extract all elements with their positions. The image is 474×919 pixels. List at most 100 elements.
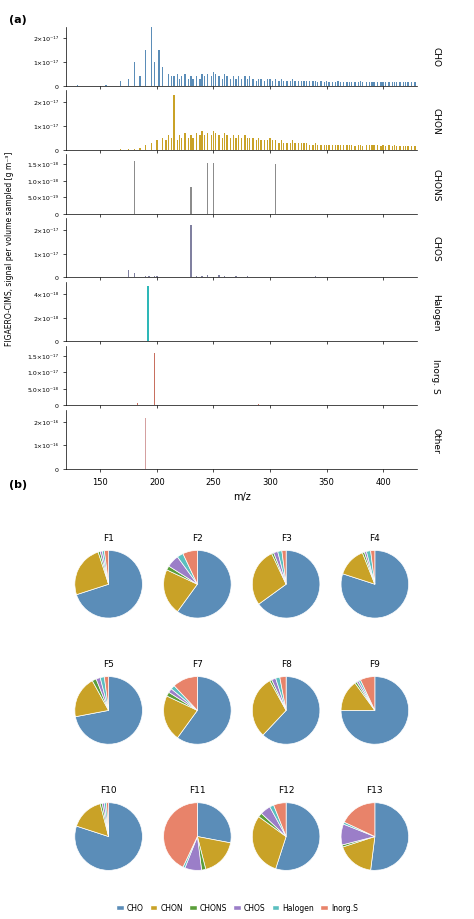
X-axis label: m/z: m/z xyxy=(233,492,251,502)
Title: F3: F3 xyxy=(281,533,292,542)
Bar xyxy=(210,77,212,86)
Bar xyxy=(335,83,337,86)
Bar xyxy=(241,139,242,151)
Bar xyxy=(371,146,373,151)
Bar xyxy=(227,136,228,151)
Bar xyxy=(392,83,393,86)
Wedge shape xyxy=(341,550,409,618)
Bar xyxy=(181,139,182,151)
Bar xyxy=(227,77,228,86)
Bar xyxy=(184,74,186,86)
Bar xyxy=(196,77,197,86)
Wedge shape xyxy=(341,824,375,845)
Bar xyxy=(301,82,302,86)
Y-axis label: CHON: CHON xyxy=(431,108,440,134)
Bar xyxy=(283,143,284,151)
Bar xyxy=(272,82,273,86)
Bar xyxy=(201,277,203,278)
Bar xyxy=(377,83,378,86)
Bar xyxy=(269,139,271,151)
Wedge shape xyxy=(252,681,286,735)
Bar xyxy=(303,143,305,151)
Bar xyxy=(380,147,382,151)
Wedge shape xyxy=(107,803,109,836)
Y-axis label: CHONS: CHONS xyxy=(431,168,440,201)
Bar xyxy=(309,82,310,86)
Wedge shape xyxy=(177,554,197,584)
Title: F1: F1 xyxy=(103,533,114,542)
Bar xyxy=(201,131,203,151)
Bar xyxy=(306,143,307,151)
Bar xyxy=(332,83,333,86)
Wedge shape xyxy=(363,552,375,584)
Bar xyxy=(219,276,220,278)
Wedge shape xyxy=(100,551,109,584)
Bar xyxy=(326,82,327,86)
Wedge shape xyxy=(167,566,197,584)
Wedge shape xyxy=(92,679,109,710)
Y-axis label: Other: Other xyxy=(431,427,440,453)
Wedge shape xyxy=(341,684,375,710)
Bar xyxy=(312,82,314,86)
Bar xyxy=(385,83,386,86)
Bar xyxy=(369,146,370,151)
Bar xyxy=(275,141,276,151)
Bar xyxy=(360,146,361,151)
Bar xyxy=(128,80,129,86)
Bar xyxy=(400,83,401,86)
Bar xyxy=(154,277,155,278)
Bar xyxy=(403,147,404,151)
Bar xyxy=(167,136,169,151)
Bar xyxy=(278,143,280,151)
Wedge shape xyxy=(75,803,142,870)
Title: F10: F10 xyxy=(100,786,117,794)
Bar xyxy=(294,82,296,86)
Title: F4: F4 xyxy=(370,533,380,542)
Bar xyxy=(162,139,163,151)
Bar xyxy=(156,141,157,151)
Bar xyxy=(258,80,259,86)
Bar xyxy=(252,80,254,86)
Legend: CHO, CHON, CHONS, CHOS, Halogen, Inorg.S: CHO, CHON, CHONS, CHOS, Halogen, Inorg.S xyxy=(113,900,361,915)
Bar xyxy=(224,134,226,151)
Text: (a): (a) xyxy=(9,15,27,25)
Bar xyxy=(362,147,364,151)
Bar xyxy=(290,143,291,151)
Bar xyxy=(383,146,384,151)
Bar xyxy=(167,74,169,86)
Bar xyxy=(245,77,246,86)
Bar xyxy=(252,139,254,151)
Title: F13: F13 xyxy=(366,786,383,794)
Bar xyxy=(213,131,214,151)
Wedge shape xyxy=(259,813,286,836)
Bar xyxy=(260,80,262,86)
Title: F7: F7 xyxy=(192,660,203,668)
Wedge shape xyxy=(197,803,231,843)
Bar xyxy=(407,83,409,86)
Wedge shape xyxy=(104,803,109,836)
Bar xyxy=(298,143,299,151)
Bar xyxy=(414,83,416,86)
Wedge shape xyxy=(100,803,109,836)
Bar xyxy=(241,80,242,86)
Bar xyxy=(303,82,305,86)
Bar xyxy=(237,136,239,151)
Wedge shape xyxy=(270,680,286,710)
Wedge shape xyxy=(174,677,197,710)
Bar xyxy=(339,83,341,86)
Bar xyxy=(233,77,235,86)
Bar xyxy=(383,83,384,86)
Bar xyxy=(317,83,318,86)
Bar xyxy=(403,83,404,86)
Text: FIGAERO-CIMS, signal per volume sampled [g m⁻³]: FIGAERO-CIMS, signal per volume sampled … xyxy=(5,151,14,346)
Bar xyxy=(230,139,231,151)
Bar xyxy=(411,83,412,86)
Bar xyxy=(204,77,205,86)
Title: F2: F2 xyxy=(192,533,203,542)
Bar xyxy=(215,74,217,86)
Bar xyxy=(348,146,350,151)
Bar xyxy=(405,83,407,86)
Bar xyxy=(192,80,194,86)
Bar xyxy=(267,141,268,151)
Bar xyxy=(351,146,352,151)
